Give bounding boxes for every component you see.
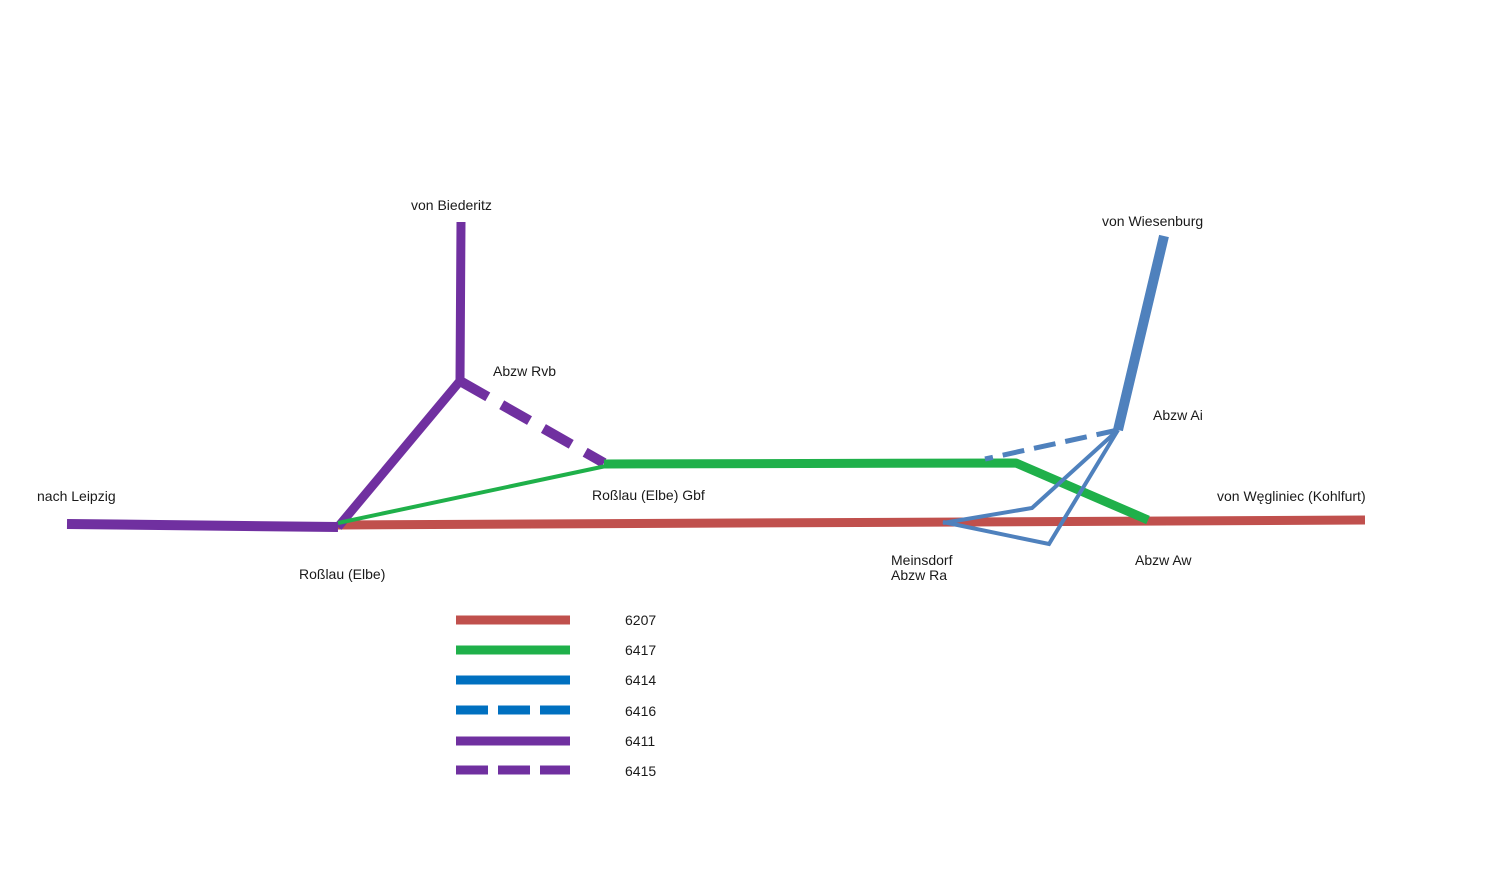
legend-label-6415: 6415 [625, 763, 656, 779]
legend-label-6411: 6411 [625, 733, 655, 749]
label-abzw-aw: Abzw Aw [1135, 552, 1192, 568]
line-6414-connector-lower [942, 428, 1120, 547]
label-rosslau-elbe: Roßlau (Elbe) [299, 566, 385, 582]
line-6414-wiesenburg [1113, 234, 1169, 432]
line-6417-main [603, 458, 1150, 525]
line-6416-dashed [984, 427, 1119, 462]
line-6411-biederitz [334, 221, 466, 530]
label-abzw-rvb: Abzw Rvb [493, 363, 556, 379]
legend-label-6414: 6414 [625, 672, 656, 688]
label-abzw-ai: Abzw Ai [1153, 407, 1203, 423]
label-meinsdorf: Meinsdorf [891, 552, 953, 568]
label-von-wegliniec: von Węgliniec (Kohlfurt) [1217, 488, 1366, 504]
line-6414-connector-upper [942, 428, 1120, 525]
legend-label-6417: 6417 [625, 642, 656, 658]
legend-label-6207: 6207 [625, 612, 656, 628]
line-6411-leipzig [66, 519, 339, 532]
line-6415-dashed [457, 376, 607, 468]
legend-label-6416: 6416 [625, 703, 656, 719]
label-von-biederitz: von Biederitz [411, 197, 492, 213]
line-6417-thin [337, 464, 607, 525]
label-von-wiesenburg: von Wiesenburg [1102, 213, 1203, 229]
label-rosslau-gbf: Roßlau (Elbe) Gbf [592, 487, 705, 503]
legend: 6207 6417 6414 6416 6411 6415 [456, 612, 656, 779]
line-6207-main [337, 515, 1366, 530]
label-abzw-ra: Abzw Ra [891, 567, 947, 583]
label-nach-leipzig: nach Leipzig [37, 488, 116, 504]
